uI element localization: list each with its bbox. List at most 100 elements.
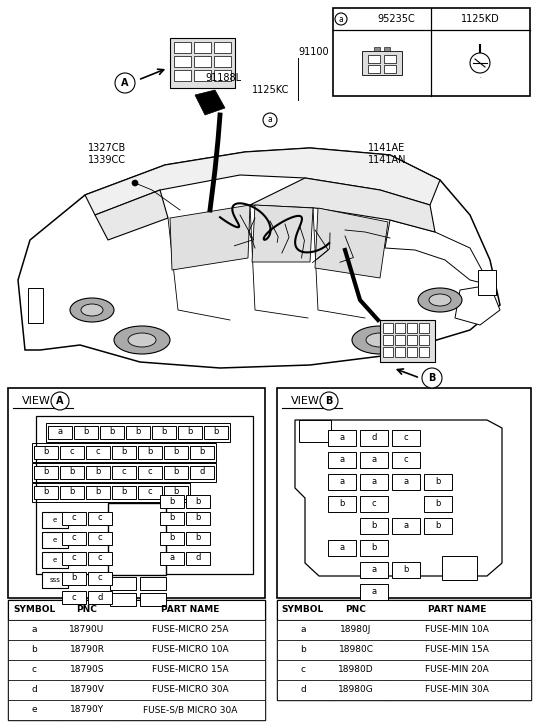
Bar <box>42 532 68 548</box>
Bar <box>164 446 188 459</box>
Text: FUSE-MICRO 30A: FUSE-MICRO 30A <box>151 686 229 694</box>
Text: a: a <box>300 625 306 635</box>
Polygon shape <box>170 205 250 270</box>
Text: 1141AN: 1141AN <box>368 155 406 165</box>
Bar <box>62 571 86 585</box>
Text: 1125KD: 1125KD <box>461 14 499 24</box>
Circle shape <box>132 180 138 186</box>
Bar <box>360 518 388 534</box>
Bar <box>478 270 496 295</box>
Text: FUSE-MICRO 15A: FUSE-MICRO 15A <box>151 665 229 675</box>
Bar <box>160 512 184 524</box>
Bar <box>277 660 531 680</box>
Bar <box>395 347 405 357</box>
Text: a: a <box>58 427 63 436</box>
Text: SYMBOL: SYMBOL <box>13 606 55 614</box>
Bar <box>34 486 58 499</box>
Bar <box>277 600 531 700</box>
Ellipse shape <box>429 294 451 306</box>
Text: b: b <box>195 534 201 542</box>
Text: b: b <box>43 448 49 457</box>
Text: PNC: PNC <box>345 606 367 614</box>
Bar <box>392 518 420 534</box>
Text: 95235C: 95235C <box>377 14 415 24</box>
Text: e: e <box>53 557 57 563</box>
Bar <box>62 531 86 545</box>
Text: b: b <box>436 499 441 508</box>
Text: e: e <box>53 537 57 543</box>
Bar <box>360 562 388 578</box>
Bar <box>407 335 417 345</box>
Circle shape <box>335 13 347 25</box>
Bar <box>152 425 176 438</box>
Text: 91188L: 91188L <box>205 73 241 83</box>
Bar <box>328 474 356 490</box>
Text: d: d <box>371 433 377 443</box>
Bar <box>392 452 420 468</box>
Bar <box>74 425 98 438</box>
Bar <box>277 388 531 598</box>
Bar <box>140 593 166 606</box>
Text: a: a <box>371 566 377 574</box>
Text: b: b <box>188 427 192 436</box>
Text: b: b <box>70 488 75 497</box>
Bar <box>42 512 68 528</box>
Text: b: b <box>95 488 101 497</box>
Text: b: b <box>371 521 377 531</box>
Bar <box>86 465 110 478</box>
Text: b: b <box>31 646 37 654</box>
Text: PNC: PNC <box>77 606 98 614</box>
Bar <box>328 430 356 446</box>
Text: a: a <box>371 456 377 465</box>
Text: a: a <box>371 478 377 486</box>
Text: a: a <box>268 116 272 124</box>
Polygon shape <box>195 90 225 115</box>
Bar <box>277 620 531 640</box>
Text: d: d <box>195 553 201 563</box>
Text: a: a <box>371 587 377 596</box>
Text: FUSE-MIN 15A: FUSE-MIN 15A <box>425 646 489 654</box>
Bar <box>419 347 429 357</box>
Bar <box>214 70 231 81</box>
Bar <box>442 556 477 580</box>
Bar <box>36 416 253 574</box>
Ellipse shape <box>81 304 103 316</box>
Text: b: b <box>135 427 141 436</box>
Bar <box>194 70 211 81</box>
Bar <box>277 600 531 620</box>
Text: 18790R: 18790R <box>70 646 105 654</box>
Text: sss: sss <box>50 577 60 583</box>
Polygon shape <box>18 148 500 368</box>
Text: 18790U: 18790U <box>70 625 105 635</box>
Bar <box>362 51 402 75</box>
Text: b: b <box>195 497 201 505</box>
Text: b: b <box>371 544 377 553</box>
Text: a: a <box>403 478 409 486</box>
Bar <box>112 446 136 459</box>
Text: FUSE-MIN 30A: FUSE-MIN 30A <box>425 686 489 694</box>
Text: a: a <box>338 15 343 23</box>
Bar <box>8 600 265 620</box>
Bar <box>174 42 191 53</box>
Ellipse shape <box>114 326 170 354</box>
Text: 18790Y: 18790Y <box>70 705 104 715</box>
Bar <box>360 584 388 600</box>
Text: b: b <box>71 574 77 582</box>
Bar <box>160 494 184 507</box>
Bar <box>174 70 191 81</box>
Bar <box>328 452 356 468</box>
Bar <box>360 474 388 490</box>
Bar <box>62 512 86 524</box>
Bar <box>277 640 531 660</box>
Text: b: b <box>121 448 127 457</box>
Text: a: a <box>403 521 409 531</box>
Text: c: c <box>72 513 77 523</box>
Text: c: c <box>31 665 37 675</box>
Text: A: A <box>121 78 129 88</box>
Text: c: c <box>301 665 306 675</box>
Bar <box>108 503 166 575</box>
Polygon shape <box>252 205 313 262</box>
Bar <box>126 425 150 438</box>
Ellipse shape <box>352 326 408 354</box>
Bar <box>8 680 265 700</box>
